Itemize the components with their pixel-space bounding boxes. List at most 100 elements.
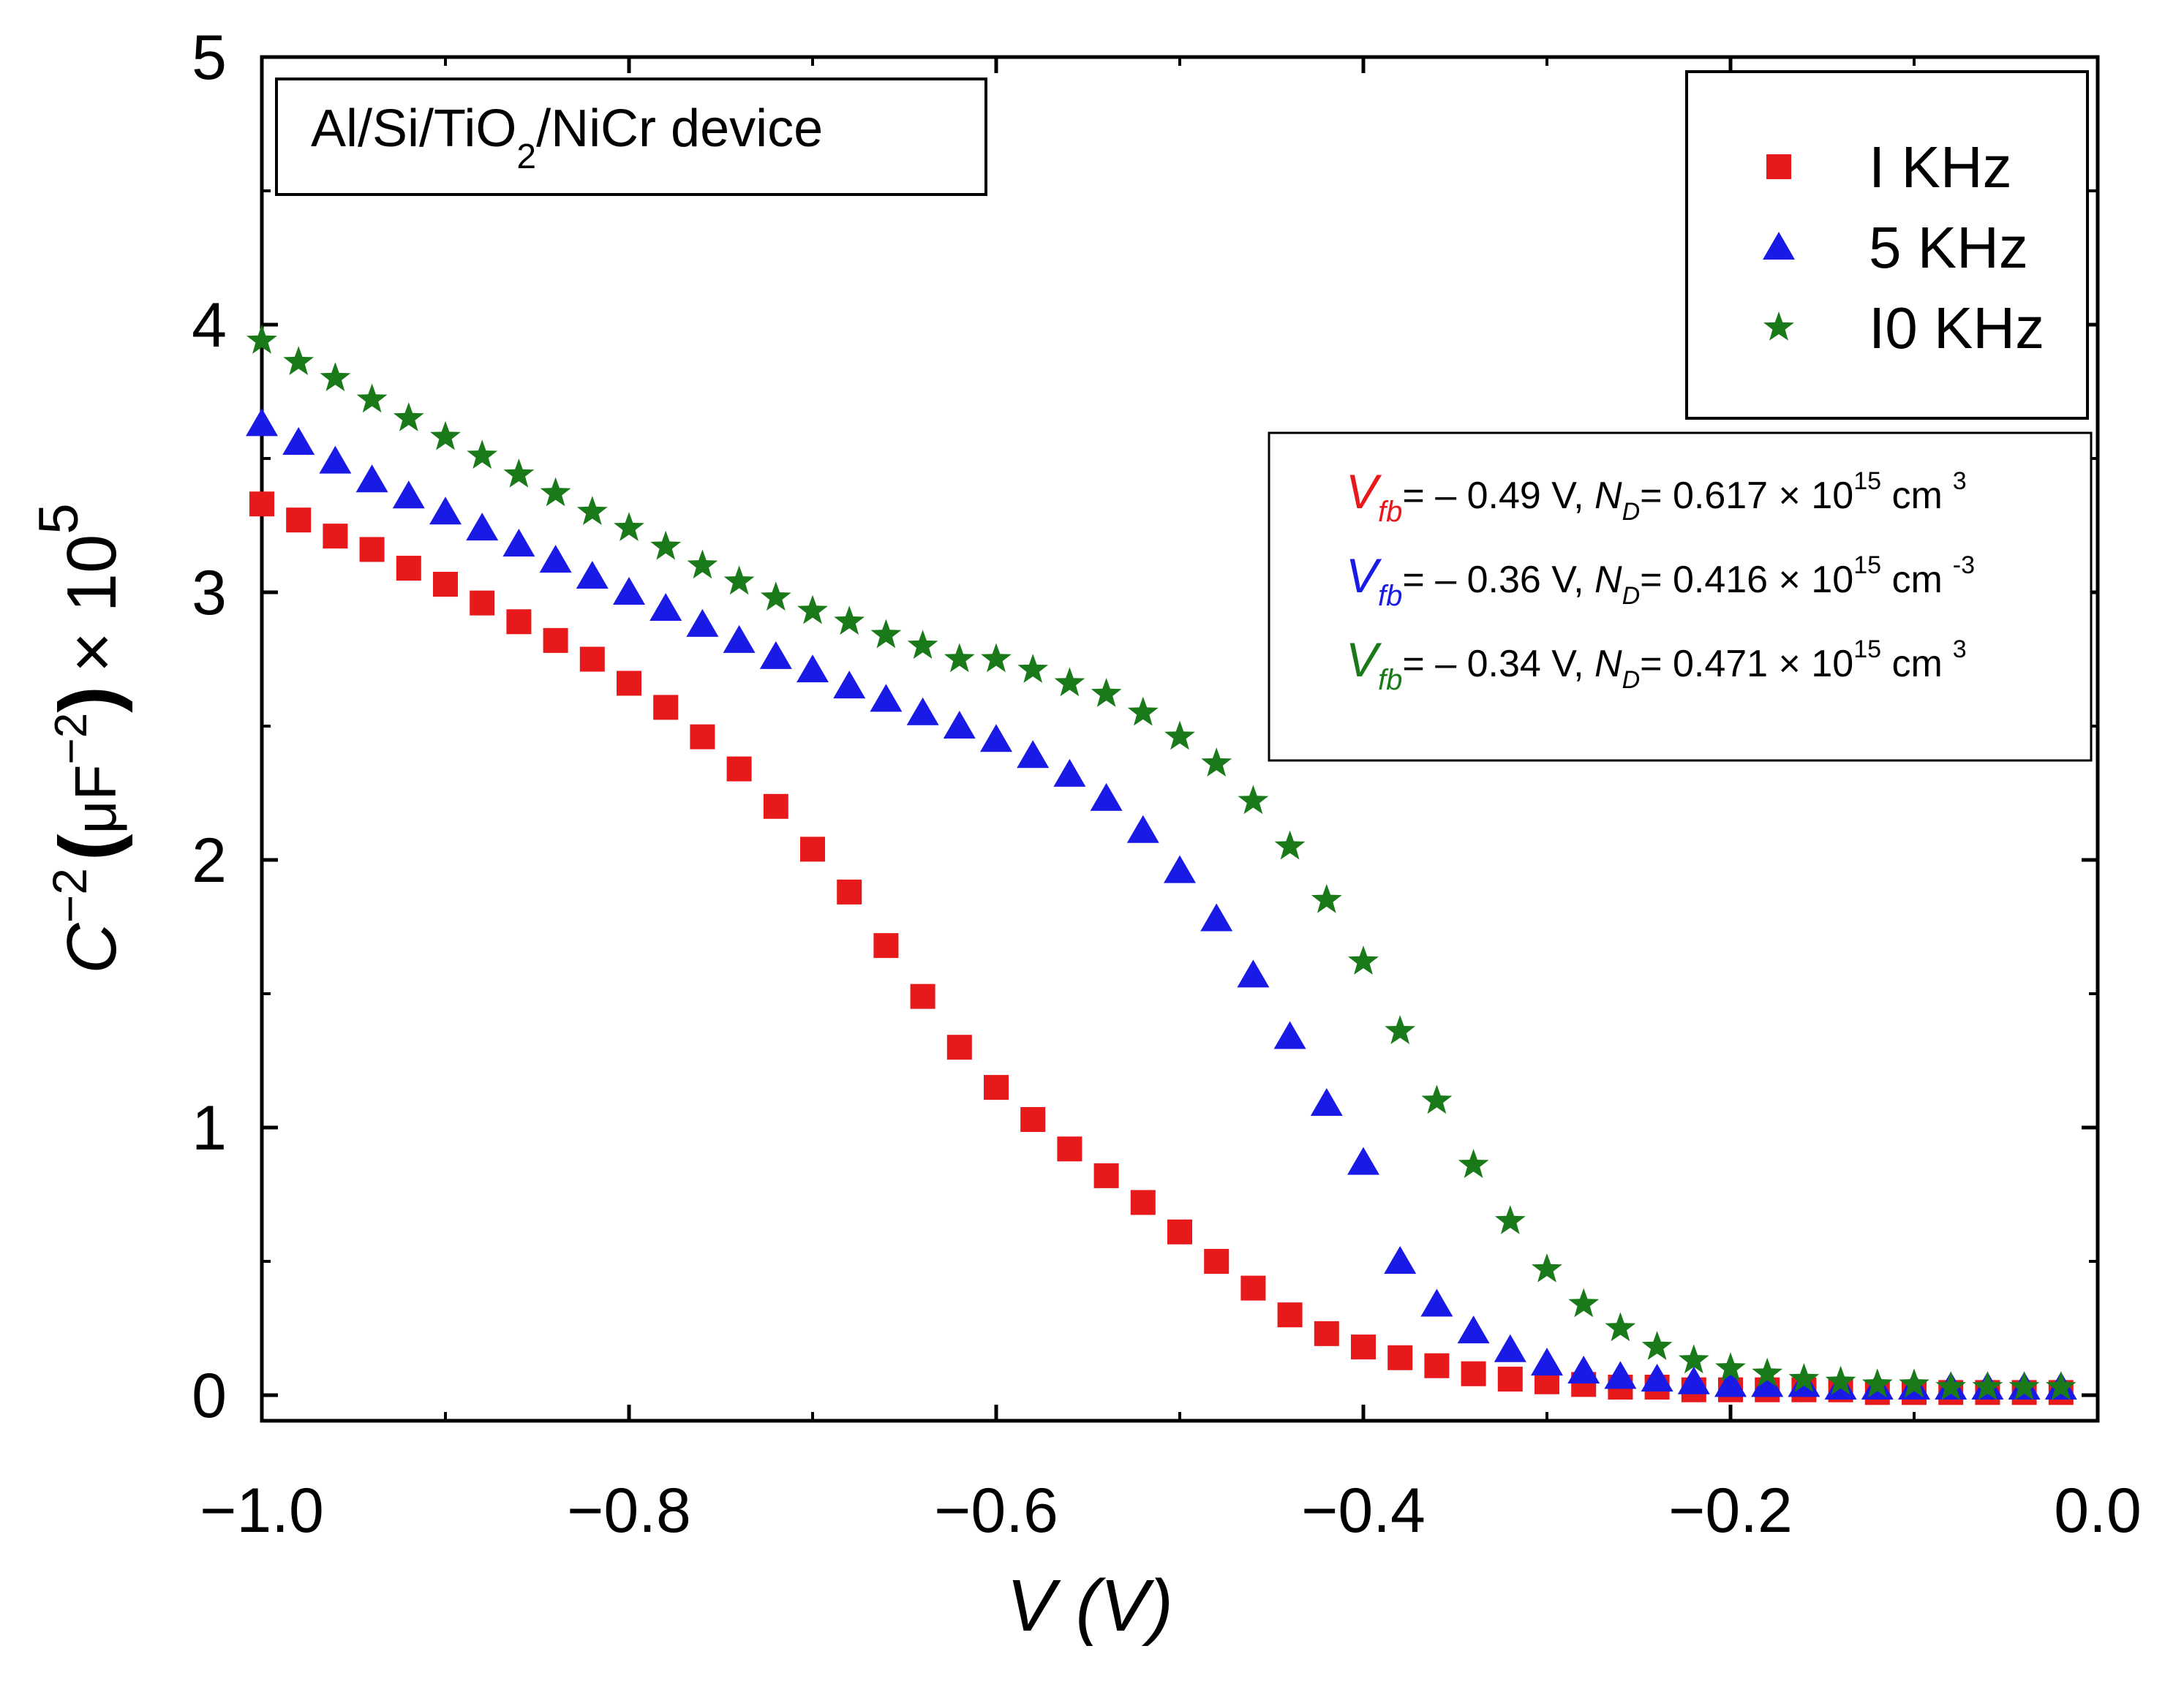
data-point (1164, 855, 1196, 883)
data-point (576, 496, 608, 525)
data-point (1311, 883, 1342, 913)
x-tick-label: −0.6 (934, 1476, 1058, 1546)
data-point (653, 695, 679, 720)
data-point (1384, 1246, 1417, 1274)
data-point (466, 513, 499, 541)
data-point (946, 1035, 972, 1060)
data-point (286, 507, 312, 533)
legend: I KHz 5 KHz I0 KHz (1685, 70, 2089, 420)
data-point (1126, 815, 1159, 843)
data-point (320, 362, 351, 391)
data-point (834, 605, 865, 635)
data-point (576, 561, 609, 589)
data-point (723, 565, 755, 595)
data-point (614, 512, 644, 541)
y-axis-title: C−2(μF−2)× 105 (28, 503, 133, 973)
data-point (1494, 1205, 1526, 1234)
data-point (1385, 1015, 1416, 1044)
data-point (1604, 1361, 1637, 1389)
data-point (723, 624, 756, 653)
data-point (467, 439, 498, 469)
data-point (687, 549, 718, 579)
data-point (870, 619, 902, 649)
data-point (1167, 1219, 1192, 1245)
data-point (760, 581, 791, 611)
data-point (1752, 1357, 1783, 1387)
data-point (617, 671, 641, 696)
data-series (246, 325, 2077, 1405)
legend-label: 5 KHz (1869, 215, 2028, 280)
legend-box (1685, 70, 2089, 420)
data-point (429, 496, 462, 525)
data-point (1420, 1288, 1453, 1317)
data-point (759, 641, 792, 669)
data-point (910, 983, 935, 1009)
data-point (323, 524, 348, 549)
data-point (355, 464, 388, 493)
fit-parameter-line: Vfb= – 0.49 V, ND= 0.617 × 1015 cm 3 (1346, 464, 1967, 528)
data-point (1127, 696, 1159, 726)
y-tick-label: 1 (192, 1093, 227, 1163)
data-point (1204, 1249, 1230, 1274)
x-tick-label: −1.0 (200, 1476, 324, 1546)
data-point (984, 1075, 1009, 1100)
y-tick-label: 5 (192, 23, 227, 93)
data-point (1605, 1312, 1636, 1342)
legend-marker (1766, 154, 1791, 179)
data-point (870, 684, 903, 712)
data-point (1348, 945, 1379, 975)
x-tick-label: −0.2 (1668, 1476, 1793, 1546)
y-tick-label: 3 (192, 558, 227, 628)
y-axis: 0 1 2 3 4 5 (192, 23, 2098, 1431)
data-point (356, 383, 388, 413)
data-point (1861, 1368, 1893, 1398)
device-annotation: Al/Si/TiO2/NiCr device (275, 78, 987, 196)
data-point (907, 630, 938, 659)
y-tick-label: 4 (192, 290, 227, 360)
data-point (1457, 1315, 1490, 1344)
data-point (1054, 667, 1085, 697)
fit-parameters-box (1268, 431, 2093, 762)
data-point (1091, 678, 1122, 707)
data-point (837, 879, 862, 905)
data-point (763, 793, 788, 819)
annotation-box (275, 78, 987, 196)
data-point (1424, 1353, 1450, 1378)
data-point (980, 724, 1012, 752)
x-axis-title: V (V) (1006, 1565, 1173, 1647)
data-point (502, 529, 535, 557)
data-point (1677, 1366, 1710, 1394)
data-point (943, 711, 976, 739)
data-point (1351, 1334, 1376, 1360)
data-point (579, 646, 605, 672)
data-point (1714, 1369, 1747, 1397)
legend-label: I KHz (1869, 135, 2012, 200)
data-point (1421, 1084, 1453, 1114)
data-point (1164, 720, 1195, 750)
data-point (1347, 1147, 1379, 1175)
data-point (649, 592, 682, 621)
data-point (246, 408, 278, 437)
data-point (1531, 1348, 1563, 1376)
data-point (246, 325, 277, 354)
data-point (1678, 1344, 1709, 1374)
series-1 (249, 491, 2074, 1405)
y-tick-label: 2 (192, 826, 227, 896)
data-point (540, 477, 571, 507)
data-point (1935, 1371, 1967, 1400)
data-point (944, 643, 975, 673)
data-point (1238, 785, 1269, 815)
data-point (1017, 654, 1049, 683)
data-point (1497, 1367, 1523, 1392)
data-point (1310, 1088, 1343, 1117)
legend-marker (1763, 232, 1795, 260)
data-point (1458, 1149, 1489, 1178)
data-point (1567, 1356, 1600, 1384)
data-point (1494, 1334, 1526, 1362)
data-point (433, 572, 458, 597)
data-point (797, 594, 828, 624)
data-point (650, 530, 682, 560)
fit-parameters: Vfb= – 0.49 V, ND= 0.617 × 1015 cm 3 Vfb= … (1268, 431, 2093, 762)
